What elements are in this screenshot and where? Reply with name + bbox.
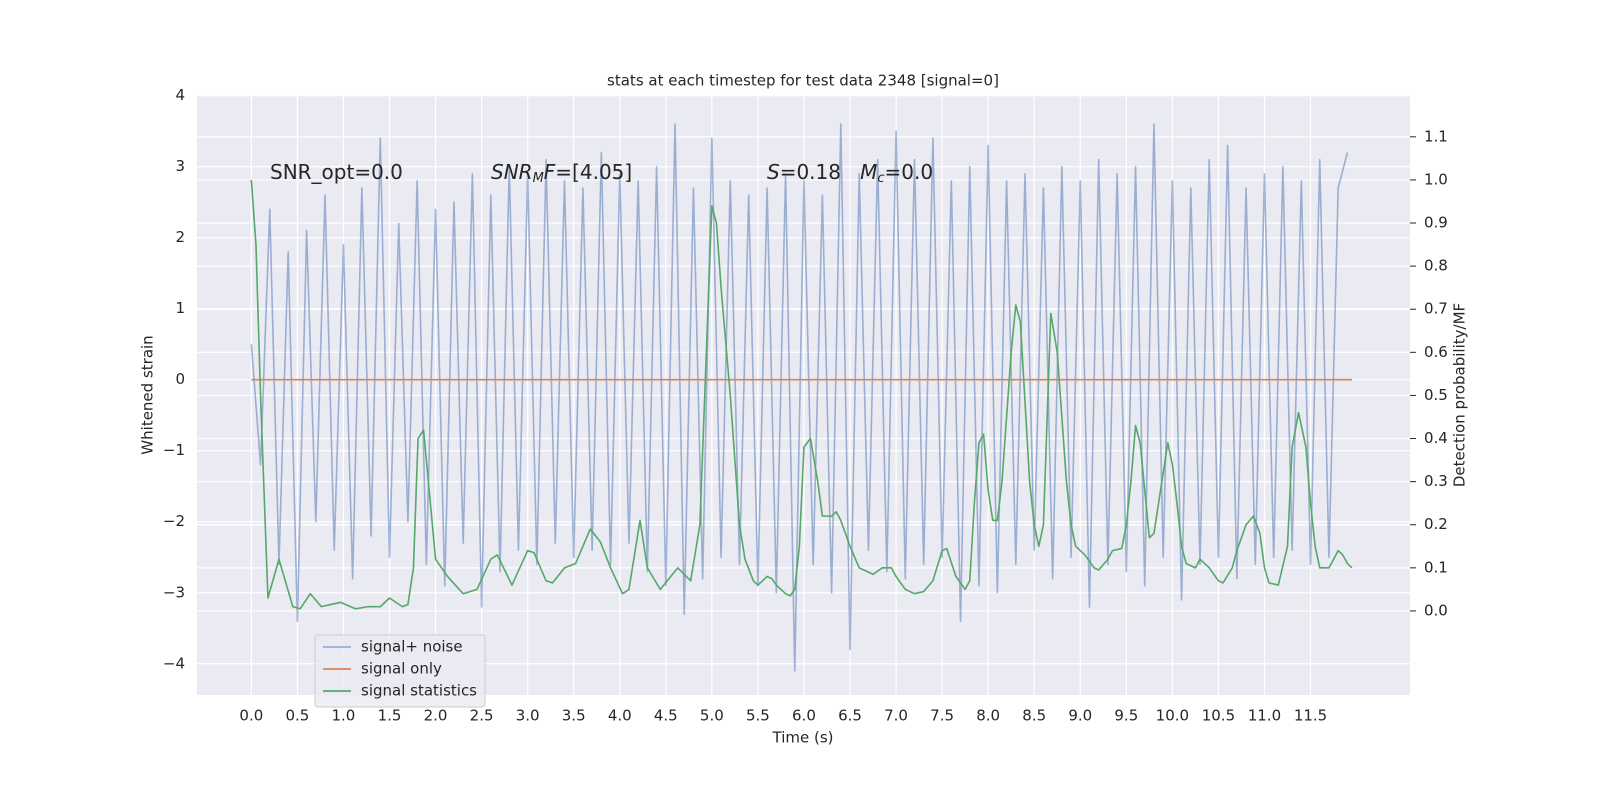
x-tick-label: 11.0 xyxy=(1248,707,1281,725)
x-tick-label: 8.0 xyxy=(976,707,1000,725)
annotation-part: =0.18 xyxy=(780,160,860,184)
x-tick-label: 1.0 xyxy=(332,707,356,725)
y2-tick-label: 0.7 xyxy=(1424,300,1448,318)
annotation-part: M xyxy=(860,160,877,184)
annotation-part: F xyxy=(544,160,556,184)
legend-label: signal+ noise xyxy=(361,638,463,656)
x-tick-label: 5.0 xyxy=(700,707,724,725)
series-line xyxy=(250,179,1353,610)
y2-tick-label: 0.3 xyxy=(1424,472,1448,490)
y2-tick-label: 0.4 xyxy=(1424,429,1448,447)
y-tick-label: −2 xyxy=(163,512,185,530)
y-tick-label: 2 xyxy=(175,228,185,246)
annotation-part: M xyxy=(533,171,544,186)
x-tick-label: 6.0 xyxy=(792,707,816,725)
x-tick-label: 8.5 xyxy=(1022,707,1046,725)
legend-box xyxy=(314,634,486,708)
y2-tick-label: 0.6 xyxy=(1424,343,1448,361)
x-tick-label: 3.0 xyxy=(516,707,540,725)
annotation-part: SNR xyxy=(491,160,533,184)
y2-tick-label: 0.8 xyxy=(1424,257,1448,275)
x-tick-label: 2.0 xyxy=(424,707,448,725)
x-tick-label: 11.5 xyxy=(1294,707,1327,725)
annotation-part: c xyxy=(877,171,884,186)
legend-label: signal only xyxy=(361,660,442,678)
y2-tick-label: 0.9 xyxy=(1424,214,1448,232)
x-axis-label: Time (s) xyxy=(772,729,834,747)
y2-tick-label: 0.1 xyxy=(1424,558,1448,576)
annotation-part: =[4.05] xyxy=(555,160,632,184)
x-tick-label: 9.5 xyxy=(1114,707,1138,725)
x-tick-label: 7.0 xyxy=(884,707,908,725)
x-tick-label: 0.5 xyxy=(285,707,309,725)
y2-tick-label: 0.5 xyxy=(1424,386,1448,404)
x-tick-label: 4.5 xyxy=(654,707,678,725)
y-tick-label: 3 xyxy=(175,157,185,175)
x-tick-label: 2.5 xyxy=(470,707,494,725)
y2-tick-label: 1.0 xyxy=(1424,170,1448,188)
y2-axis-label: Detection probability/MF xyxy=(1451,303,1469,487)
y2-tick-label: 0.2 xyxy=(1424,515,1448,533)
x-tick-label: 1.5 xyxy=(378,707,402,725)
chart-title: stats at each timestep for test data 234… xyxy=(607,72,999,90)
annotation: S=0.18 Mc=0.0 xyxy=(767,160,933,186)
x-tick-label: 10.5 xyxy=(1202,707,1235,725)
y-tick-label: −4 xyxy=(163,654,185,672)
annotation: SNR_opt=0.0 xyxy=(270,160,403,184)
x-tick-label: 0.0 xyxy=(239,707,263,725)
x-tick-label: 3.5 xyxy=(562,707,586,725)
x-tick-label: 10.0 xyxy=(1156,707,1189,725)
x-tick-label: 9.0 xyxy=(1068,707,1092,725)
y-tick-label: 0 xyxy=(175,370,185,388)
y-tick-label: 4 xyxy=(175,86,185,104)
y-tick-label: −3 xyxy=(163,583,185,601)
y-axis-label: Whitened strain xyxy=(139,335,157,454)
x-tick-label: 6.5 xyxy=(838,707,862,725)
annotation-part: =0.0 xyxy=(885,160,934,184)
x-tick-label: 7.5 xyxy=(930,707,954,725)
x-tick-label: 4.0 xyxy=(608,707,632,725)
y2-tick-label: 0.0 xyxy=(1424,601,1448,619)
series-line xyxy=(250,123,1349,672)
annotation-part: SNR_opt=0.0 xyxy=(270,160,403,184)
y2-tick-label: 1.1 xyxy=(1424,127,1448,145)
y-tick-label: 1 xyxy=(175,299,185,317)
x-tick-label: 5.5 xyxy=(746,707,770,725)
annotation: SNRMF=[4.05] xyxy=(491,160,632,186)
annotation-part: S xyxy=(767,160,780,184)
y-tick-label: −1 xyxy=(163,441,185,459)
legend-label: signal statistics xyxy=(361,682,477,700)
